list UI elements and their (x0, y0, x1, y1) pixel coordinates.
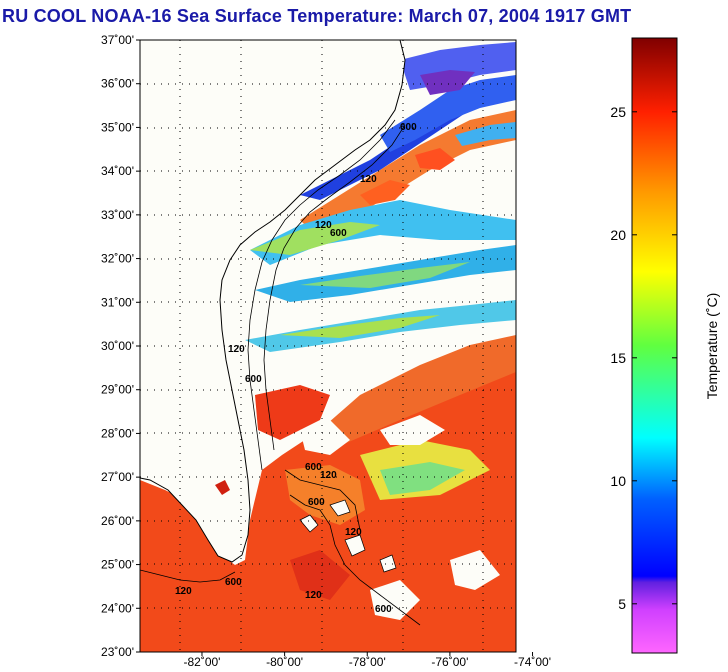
lat-label: 28˚00' (101, 426, 134, 440)
lat-label: 24˚00' (101, 601, 134, 615)
lat-label: 27˚00' (101, 470, 134, 484)
map-title: RU COOL NOAA-16 Sea Surface Temperature:… (2, 6, 632, 26)
sst-imagery (140, 42, 516, 652)
colorbar-tick-label: 25 (610, 104, 626, 120)
lon-label: -82˚00' (183, 655, 220, 669)
lat-label: 32˚00' (101, 252, 134, 266)
colorbar-tick-label: 20 (610, 227, 626, 243)
colorbar-tick-label: 10 (610, 473, 626, 489)
contour-label: 120 (345, 527, 362, 538)
lat-axis: 37˚00' 36˚00' 35˚00' 34˚00' 33˚00' 32˚00' 31˚0… (101, 33, 140, 659)
lat-label: 36˚00' (101, 77, 134, 91)
florida-land (140, 40, 406, 563)
contour-label: 120 (305, 590, 322, 601)
lat-label: 26˚00' (101, 514, 134, 528)
lon-label: -76˚00' (431, 655, 468, 669)
contour-label: 600 (330, 228, 347, 239)
lat-label: 29˚00' (101, 383, 134, 397)
contour-label: 120 (315, 220, 332, 231)
lon-label: -74˚00' (514, 655, 551, 669)
contour-label: 600 (305, 462, 322, 473)
contour-label: 120 (320, 470, 337, 481)
lat-label: 23˚00' (101, 645, 134, 659)
contour-label: 600 (225, 577, 242, 588)
contour-label: 600 (400, 122, 417, 133)
contour-label: 600 (308, 497, 325, 508)
lat-label: 35˚00' (101, 120, 134, 134)
lat-label: 37˚00' (101, 33, 134, 47)
lat-label: 31˚00' (101, 295, 134, 309)
colorbar-ticks: 5 10 15 20 25 (610, 104, 677, 612)
contour-label: 120 (360, 174, 377, 185)
colorbar-tick-label: 15 (610, 350, 626, 366)
lat-label: 34˚00' (101, 164, 134, 178)
colorbar-tick-label: 5 (618, 596, 626, 612)
land (140, 40, 406, 573)
lat-label: 33˚00' (101, 208, 134, 222)
contour-label: 600 (245, 374, 262, 385)
lon-label: -80˚00' (266, 655, 303, 669)
lat-label: 30˚00' (101, 339, 134, 353)
lon-axis: -82˚00' -80˚00' -78˚00' -76˚00' -74˚00' (183, 652, 551, 669)
colorbar-scale (631, 37, 678, 654)
contour-label: 120 (228, 344, 245, 355)
lat-label: 25˚00' (101, 558, 134, 572)
colorbar-title: Temperature (˚C) (704, 293, 720, 400)
contour-label: 600 (375, 604, 392, 615)
contour-label: 120 (175, 586, 192, 597)
lon-label: -78˚00' (349, 655, 386, 669)
